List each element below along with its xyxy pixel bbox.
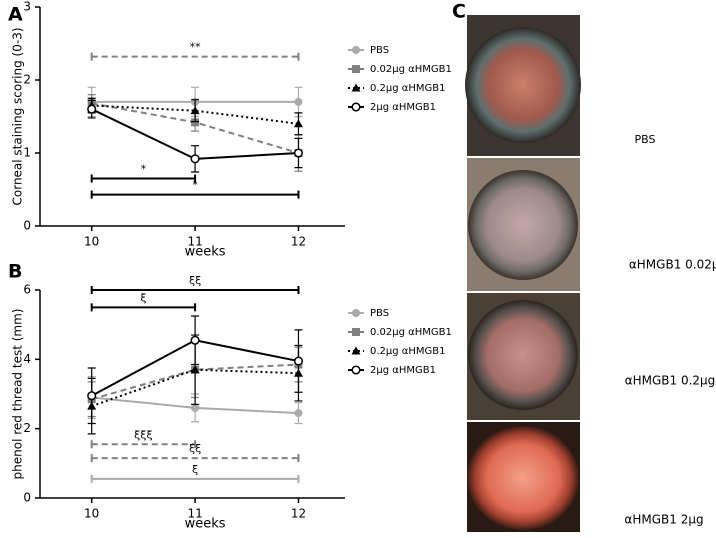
marker <box>294 97 303 106</box>
y-tick-label: 4 <box>23 352 31 366</box>
series-line <box>91 368 299 408</box>
y-tick-label: 0 <box>23 219 31 233</box>
marker <box>294 409 303 418</box>
y-axis-label: phenol red thread test (mm) <box>11 309 25 480</box>
significance-label: * <box>192 179 198 192</box>
x-tick-label: 11 <box>187 235 202 249</box>
marker <box>293 356 304 366</box>
marker <box>190 335 200 345</box>
y-axis-label: Corneal staining scoring (0-3) <box>11 27 25 205</box>
legend-label: PBS <box>370 308 389 319</box>
legend-label: 0.2μg αHMGB1 <box>370 346 446 357</box>
panel-label: B <box>8 261 22 283</box>
x-axis-label: weeks <box>185 245 226 260</box>
legend-marker <box>351 83 361 92</box>
y-tick-label: 1 <box>23 146 31 160</box>
legend-label: 2μg αHMGB1 <box>370 365 436 376</box>
marker <box>191 118 200 127</box>
significance-label: ξξ <box>189 274 201 287</box>
significance-label: ξ <box>140 291 146 304</box>
legend-label: 0.2μg αHMGB1 <box>370 83 446 94</box>
significance-label: ξξξ <box>134 428 152 441</box>
significance-label: * <box>141 163 147 176</box>
x-tick-label: 12 <box>291 507 306 521</box>
marker <box>191 403 200 412</box>
legend-label: 0.02μg αHMGB1 <box>370 327 452 338</box>
significance-label: ξ <box>192 463 198 476</box>
y-tick-label: 6 <box>23 283 31 297</box>
photo-panel: C PBS αHMGB1 0.02μg αHMGB1 0.2μg αHMGB1 … <box>452 1 716 532</box>
legend-marker <box>351 346 361 355</box>
legend-marker <box>351 365 361 375</box>
chart: 0 2 4 6 10 11 12 weeks phenol red thread test (m… <box>8 261 452 532</box>
marker <box>87 104 97 114</box>
x-tick-label: 12 <box>291 235 306 249</box>
eye <box>467 426 579 530</box>
photo-caption: αHMGB1 0.2μg <box>625 374 716 388</box>
significance-label: ξξ <box>189 442 201 455</box>
eye <box>465 27 581 143</box>
legend-marker <box>352 328 360 336</box>
legend-label: 0.02μg αHMGB1 <box>370 64 452 75</box>
photo-caption: αHMGB1 2μg <box>624 513 703 527</box>
legend-label: 2μg αHMGB1 <box>370 102 436 113</box>
legend-marker <box>351 102 361 112</box>
x-axis-label: weeks <box>185 517 226 532</box>
marker <box>87 391 97 401</box>
x-tick-label: 10 <box>84 235 99 249</box>
legend-marker <box>352 46 360 54</box>
legend-marker <box>352 65 360 73</box>
panel-label: C <box>452 1 466 23</box>
panel-label: A <box>8 4 23 26</box>
significance-label: ** <box>190 41 202 54</box>
x-tick-label: 11 <box>187 507 202 521</box>
y-tick-label: 2 <box>23 73 31 87</box>
eye <box>468 300 578 410</box>
marker <box>293 148 304 158</box>
legend-label: PBS <box>370 45 389 56</box>
y-tick-label: 2 <box>23 421 31 435</box>
photo-caption: PBS <box>635 133 656 146</box>
legend-marker <box>352 309 360 317</box>
marker <box>190 106 200 115</box>
marker <box>293 119 303 128</box>
y-tick-label: 3 <box>23 0 31 14</box>
marker <box>190 365 200 374</box>
photo-caption: αHMGB1 0.02μg <box>629 258 716 272</box>
eye <box>468 170 578 280</box>
series-line <box>91 363 299 401</box>
marker <box>190 154 200 164</box>
y-tick-label: 0 <box>23 491 31 505</box>
x-tick-label: 10 <box>84 507 99 521</box>
